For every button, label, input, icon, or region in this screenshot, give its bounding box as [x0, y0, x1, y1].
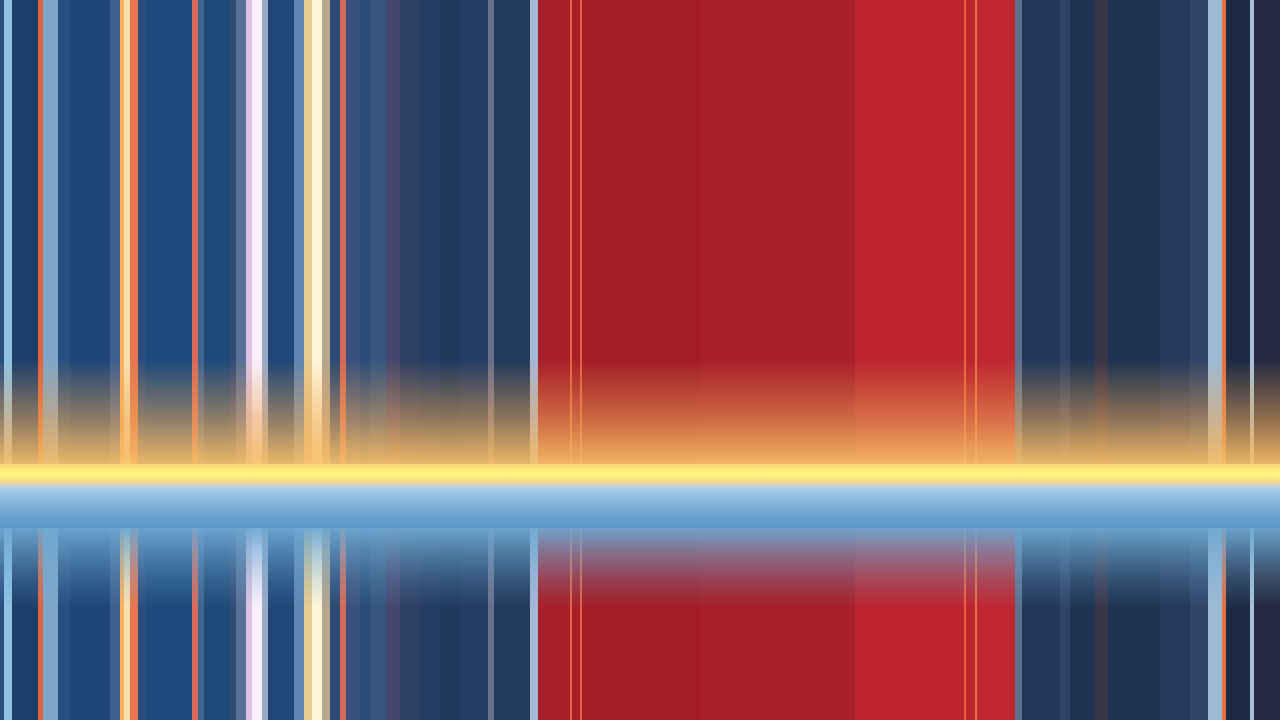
vertical-stripe — [1060, 528, 1070, 720]
orange-glow-band — [0, 360, 1280, 470]
vertical-stripe — [138, 528, 145, 720]
blue-glow-band — [0, 528, 1280, 608]
vertical-stripe — [330, 528, 340, 720]
vertical-stripe — [340, 528, 346, 720]
vertical-stripe — [124, 528, 130, 720]
vertical-stripe — [294, 528, 304, 720]
vertical-stripe — [964, 528, 966, 720]
yellow-horizontal-band — [0, 464, 1280, 486]
vertical-stripe — [488, 528, 494, 720]
vertical-stripe — [1015, 528, 1022, 720]
vertical-stripe — [580, 528, 582, 720]
vertical-stripe — [322, 528, 330, 720]
vertical-stripe — [192, 528, 198, 720]
vertical-stripe — [130, 528, 138, 720]
vertical-stripe — [230, 528, 236, 720]
vertical-stripe — [530, 528, 538, 720]
vertical-stripe — [975, 528, 977, 720]
vertical-stripe — [198, 528, 204, 720]
vertical-stripe — [360, 528, 370, 720]
vertical-stripe — [0, 528, 4, 720]
vertical-stripe — [1250, 528, 1254, 720]
vertical-stripe — [236, 528, 246, 720]
vertical-stripe — [252, 528, 262, 720]
vertical-stripe — [572, 528, 580, 720]
vertical-stripe — [120, 528, 124, 720]
vertical-stripe — [312, 528, 322, 720]
vertical-stripe — [4, 528, 12, 720]
vertical-stripe — [1222, 528, 1226, 720]
vertical-stripe — [570, 528, 572, 720]
vertical-stripe — [246, 528, 252, 720]
vertical-stripe — [966, 528, 975, 720]
vertical-stripe — [304, 528, 312, 720]
vertical-stripe — [110, 528, 120, 720]
vertical-stripe — [38, 528, 43, 720]
light-blue-horizontal-band — [0, 486, 1280, 532]
vertical-stripe — [262, 528, 268, 720]
